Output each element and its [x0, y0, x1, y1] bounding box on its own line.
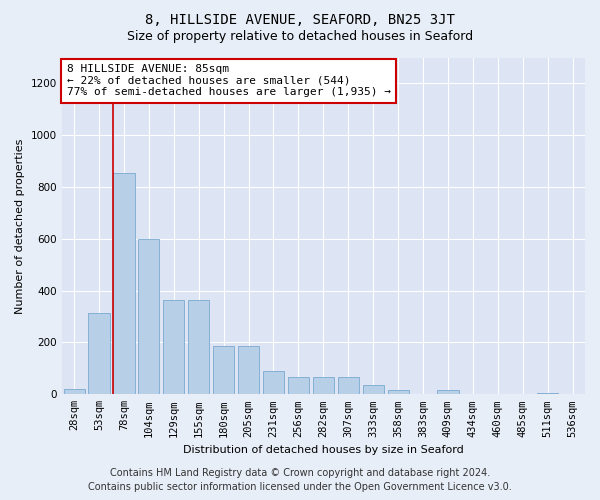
Bar: [188, 300, 209, 394]
X-axis label: Distribution of detached houses by size in Seaford: Distribution of detached houses by size …: [183, 445, 464, 455]
Text: Contains HM Land Registry data © Crown copyright and database right 2024.
Contai: Contains HM Land Registry data © Crown c…: [88, 468, 512, 492]
Bar: [362, 385, 384, 394]
Bar: [537, 393, 558, 394]
Text: 8 HILLSIDE AVENUE: 85sqm
← 22% of detached houses are smaller (544)
77% of semi-: 8 HILLSIDE AVENUE: 85sqm ← 22% of detach…: [67, 64, 391, 98]
Bar: [213, 346, 234, 395]
Bar: [437, 390, 458, 394]
Bar: [64, 389, 85, 394]
Bar: [288, 378, 309, 394]
Bar: [113, 173, 134, 394]
Text: Size of property relative to detached houses in Seaford: Size of property relative to detached ho…: [127, 30, 473, 43]
Bar: [238, 346, 259, 395]
Y-axis label: Number of detached properties: Number of detached properties: [15, 138, 25, 314]
Text: 8, HILLSIDE AVENUE, SEAFORD, BN25 3JT: 8, HILLSIDE AVENUE, SEAFORD, BN25 3JT: [145, 12, 455, 26]
Bar: [263, 371, 284, 394]
Bar: [163, 300, 184, 394]
Bar: [338, 378, 359, 394]
Bar: [138, 239, 160, 394]
Bar: [388, 390, 409, 394]
Bar: [313, 378, 334, 394]
Bar: [88, 312, 110, 394]
